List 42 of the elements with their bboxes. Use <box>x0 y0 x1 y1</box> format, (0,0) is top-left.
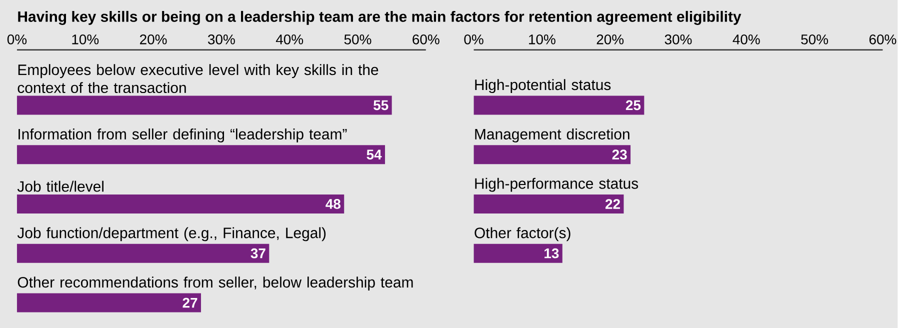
y-tick-label: Other recommendations from seller, below leadership team <box>18 276 413 290</box>
data-label: 27 <box>182 298 198 308</box>
y-tick-label: High-performance status <box>475 178 638 192</box>
bar <box>16 244 270 263</box>
x-tick-label: 60% <box>412 34 440 44</box>
bar <box>16 194 344 214</box>
x-tick-label: 40% <box>276 34 304 44</box>
x-tick-label: 60% <box>869 34 896 44</box>
bar <box>474 96 644 115</box>
x-tick-label: 50% <box>801 34 828 44</box>
bar <box>474 145 631 164</box>
y-tick-label: Management discretion <box>475 128 630 142</box>
data-label: 55 <box>374 100 388 110</box>
y-tick-label: Job title/level <box>17 180 104 192</box>
x-tick-label: 40% <box>732 34 760 44</box>
data-label: 23 <box>612 150 627 160</box>
x-tick-label: 0% <box>7 34 27 44</box>
data-label: 13 <box>544 248 559 258</box>
data-label: 22 <box>605 199 620 209</box>
y-tick-label: Information from seller defining “leadership team” <box>18 128 347 142</box>
x-tick-label: 50% <box>344 34 372 44</box>
bar <box>16 293 201 312</box>
data-label: 25 <box>626 100 641 110</box>
bar <box>474 194 624 214</box>
bar <box>16 145 386 164</box>
x-tick-label: 0% <box>464 34 484 44</box>
bar <box>16 96 392 115</box>
data-label: 37 <box>250 248 266 258</box>
x-tick-label: 10% <box>529 34 556 44</box>
y-tick-label: Other factor(s) <box>474 227 570 242</box>
x-tick-label: 20% <box>596 34 624 44</box>
data-label: 54 <box>366 150 382 160</box>
y-tick-label: Job function/department (e.g., Finance, Legal) <box>17 227 326 242</box>
chart-title: Having key skills or being on a leadership team are the main factors for retention agreement eligibility <box>18 10 742 25</box>
y-tick-label: Employees below executive level with key skills in the context of the transaction <box>18 64 378 93</box>
x-tick-label: 30% <box>664 34 692 44</box>
x-tick-label: 30% <box>208 34 235 44</box>
bar <box>474 244 562 263</box>
y-tick-label: High-potential status <box>475 79 611 93</box>
data-label: 48 <box>326 198 340 209</box>
x-tick-label: 10% <box>72 34 99 44</box>
x-tick-label: 20% <box>140 34 167 44</box>
